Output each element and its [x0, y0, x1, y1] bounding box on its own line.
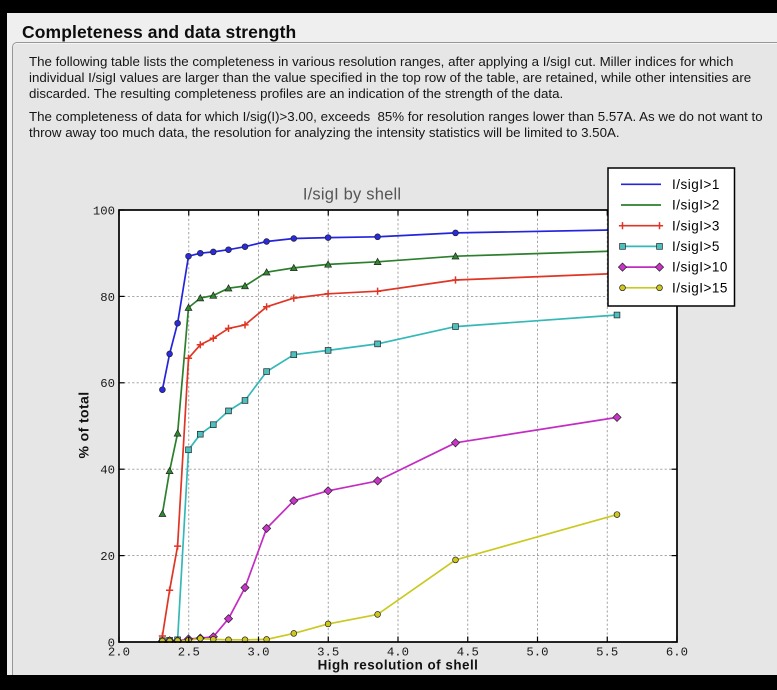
- svg-text:I/sigI>3: I/sigI>3: [672, 218, 720, 233]
- svg-text:40: 40: [100, 464, 115, 478]
- svg-text:3.0: 3.0: [247, 645, 269, 659]
- svg-text:2.5: 2.5: [178, 645, 200, 659]
- svg-text:2.0: 2.0: [108, 645, 130, 659]
- svg-text:0: 0: [108, 636, 115, 650]
- svg-text:I/sigI>1: I/sigI>1: [672, 177, 720, 192]
- svg-text:4.5: 4.5: [457, 645, 479, 659]
- svg-text:% of total: % of total: [76, 392, 92, 459]
- svg-text:5.5: 5.5: [596, 645, 618, 659]
- svg-text:100: 100: [93, 204, 115, 218]
- svg-text:High resolution of shell: High resolution of shell: [318, 658, 479, 673]
- svg-text:6.0: 6.0: [666, 645, 688, 659]
- svg-text:I/sigI by shell: I/sigI by shell: [303, 186, 401, 204]
- svg-text:80: 80: [100, 291, 115, 305]
- svg-text:I/sigI>15: I/sigI>15: [672, 280, 728, 295]
- svg-text:60: 60: [100, 377, 115, 391]
- svg-text:I/sigI>10: I/sigI>10: [672, 260, 728, 275]
- svg-text:I/sigI>5: I/sigI>5: [672, 239, 720, 254]
- svg-text:4.0: 4.0: [387, 645, 409, 659]
- svg-text:5.0: 5.0: [526, 645, 548, 659]
- svg-text:I/sigI>2: I/sigI>2: [672, 198, 720, 213]
- svg-text:20: 20: [100, 550, 115, 564]
- svg-text:3.5: 3.5: [317, 645, 339, 659]
